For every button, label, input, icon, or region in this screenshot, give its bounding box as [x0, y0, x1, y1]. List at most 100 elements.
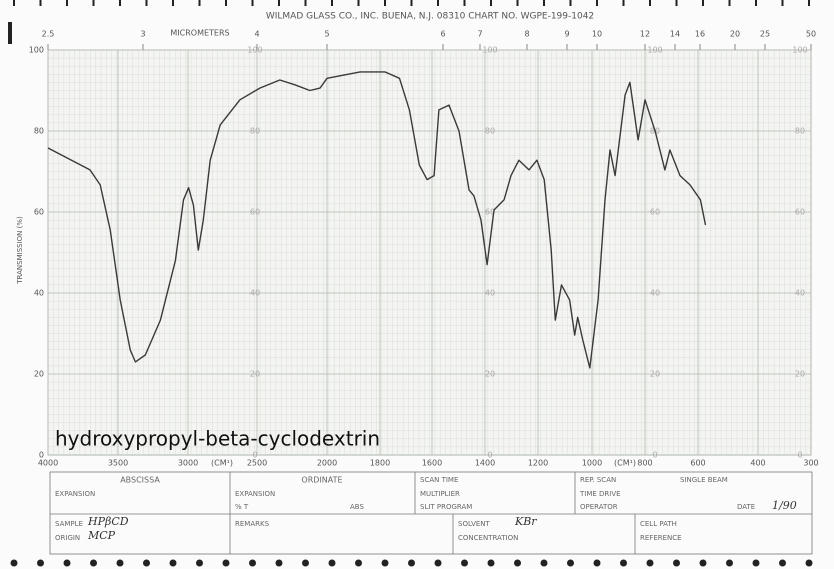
hole [13, 0, 15, 6]
hole [39, 0, 42, 6]
hole [543, 0, 545, 6]
hole [328, 559, 336, 567]
hole [699, 559, 707, 567]
form-label: ORDINATE [301, 476, 342, 485]
hole [622, 0, 625, 6]
form-value: HPβCD [87, 515, 129, 528]
hole [357, 0, 360, 6]
y-tick-label: 100 [647, 46, 662, 55]
hole [225, 0, 227, 6]
x2-tick-label: 3 [140, 30, 145, 39]
form-label: TIME DRIVE [579, 490, 621, 498]
form-label: ABSCISSA [120, 476, 160, 485]
form-border [49, 471, 813, 555]
x2-tick-label: 7 [477, 30, 482, 39]
hole [275, 559, 283, 567]
hole [490, 0, 492, 6]
x2-tick-label: 9 [564, 30, 569, 39]
spectrum-line [47, 71, 707, 369]
hole [620, 559, 627, 567]
y-tick-label: 0 [39, 451, 44, 460]
edge-mark [8, 22, 12, 44]
x2-tick-label: 20 [730, 30, 740, 39]
hole [514, 559, 521, 567]
x2-tick-label: 6 [440, 30, 445, 39]
y-tick-label: 100 [482, 46, 497, 55]
y-tick-label: 60 [485, 208, 495, 217]
hole [596, 0, 598, 6]
hole [728, 0, 731, 6]
form-label: CELL PATH [640, 520, 677, 528]
x-tick-label: 300 [803, 459, 818, 468]
x2-tick-label: 50 [806, 30, 816, 39]
hole [381, 559, 389, 567]
hole [145, 0, 148, 6]
x-tick-label: 600 [690, 459, 705, 468]
hole [251, 0, 254, 6]
hole [808, 0, 810, 6]
y-tick-label: 20 [650, 370, 660, 379]
hole [487, 559, 495, 567]
y-tick-label: 60 [795, 208, 805, 217]
hole [90, 559, 97, 567]
form-label: REMARKS [235, 520, 270, 528]
perforations [10, 0, 813, 567]
x-tick-label: 1400 [475, 459, 495, 468]
y-tick-label: 100 [29, 46, 44, 55]
hole [169, 559, 177, 567]
form-label: OPERATOR [580, 503, 618, 511]
x-tick-label: 3500 [108, 459, 128, 468]
hole [278, 0, 280, 6]
hole [673, 559, 680, 567]
form-label: REP. SCAN [580, 476, 616, 484]
x-tick-label: 4000 [38, 459, 58, 468]
form-label: % T [235, 503, 249, 511]
x-tick-label: 1800 [370, 459, 390, 468]
y-tick-label: 80 [795, 127, 805, 136]
form-value: 1/90 [772, 499, 797, 512]
hole [434, 559, 442, 567]
form-label: ORIGIN [55, 534, 80, 542]
hole [702, 0, 704, 6]
hole [355, 559, 362, 567]
hole [569, 0, 572, 6]
x2-tick-label: 8 [524, 30, 529, 39]
y-label: TRANSMISSION (%) [16, 216, 24, 285]
x2-tick-label: 16 [695, 30, 705, 39]
form-label: DATE [737, 503, 755, 511]
hole [755, 0, 757, 6]
x-tick-label: 400 [750, 459, 765, 468]
hole [779, 559, 786, 567]
hole [196, 559, 203, 567]
x2-tick-label: 25 [760, 30, 770, 39]
hole [63, 559, 71, 567]
hole [66, 0, 68, 6]
hole [302, 559, 309, 567]
x2-tick-label: 2.5 [42, 30, 55, 39]
form-label: EXPANSION [55, 490, 95, 498]
x2-tick-label: 10 [592, 30, 602, 39]
x-tick-label: 2000 [317, 459, 337, 468]
x2-tick-label: 14 [670, 30, 680, 39]
hole [726, 559, 733, 567]
y-tick-label: 20 [485, 370, 495, 379]
hole [198, 0, 201, 6]
x2-tick-label: 12 [640, 30, 650, 39]
hole [540, 559, 548, 567]
hole [437, 0, 439, 6]
x2-label: MICROMETERS [170, 29, 229, 38]
hole [331, 0, 333, 6]
form-label: SOLVENT [458, 520, 491, 528]
x2-tick-label: 5 [324, 30, 329, 39]
form-label: SLIT PROGRAM [420, 503, 472, 511]
x-tick-label: 1000 [582, 459, 602, 468]
hole [119, 0, 121, 6]
hole [408, 559, 415, 567]
form-label: ABS [350, 503, 364, 511]
hole [10, 559, 18, 567]
y-tick-label: 0 [652, 451, 657, 460]
y-tick-label: 20 [795, 370, 805, 379]
annotation: hydroxypropyl-beta-cyclodextrin [55, 427, 380, 451]
y-tick-label: 60 [650, 208, 660, 217]
